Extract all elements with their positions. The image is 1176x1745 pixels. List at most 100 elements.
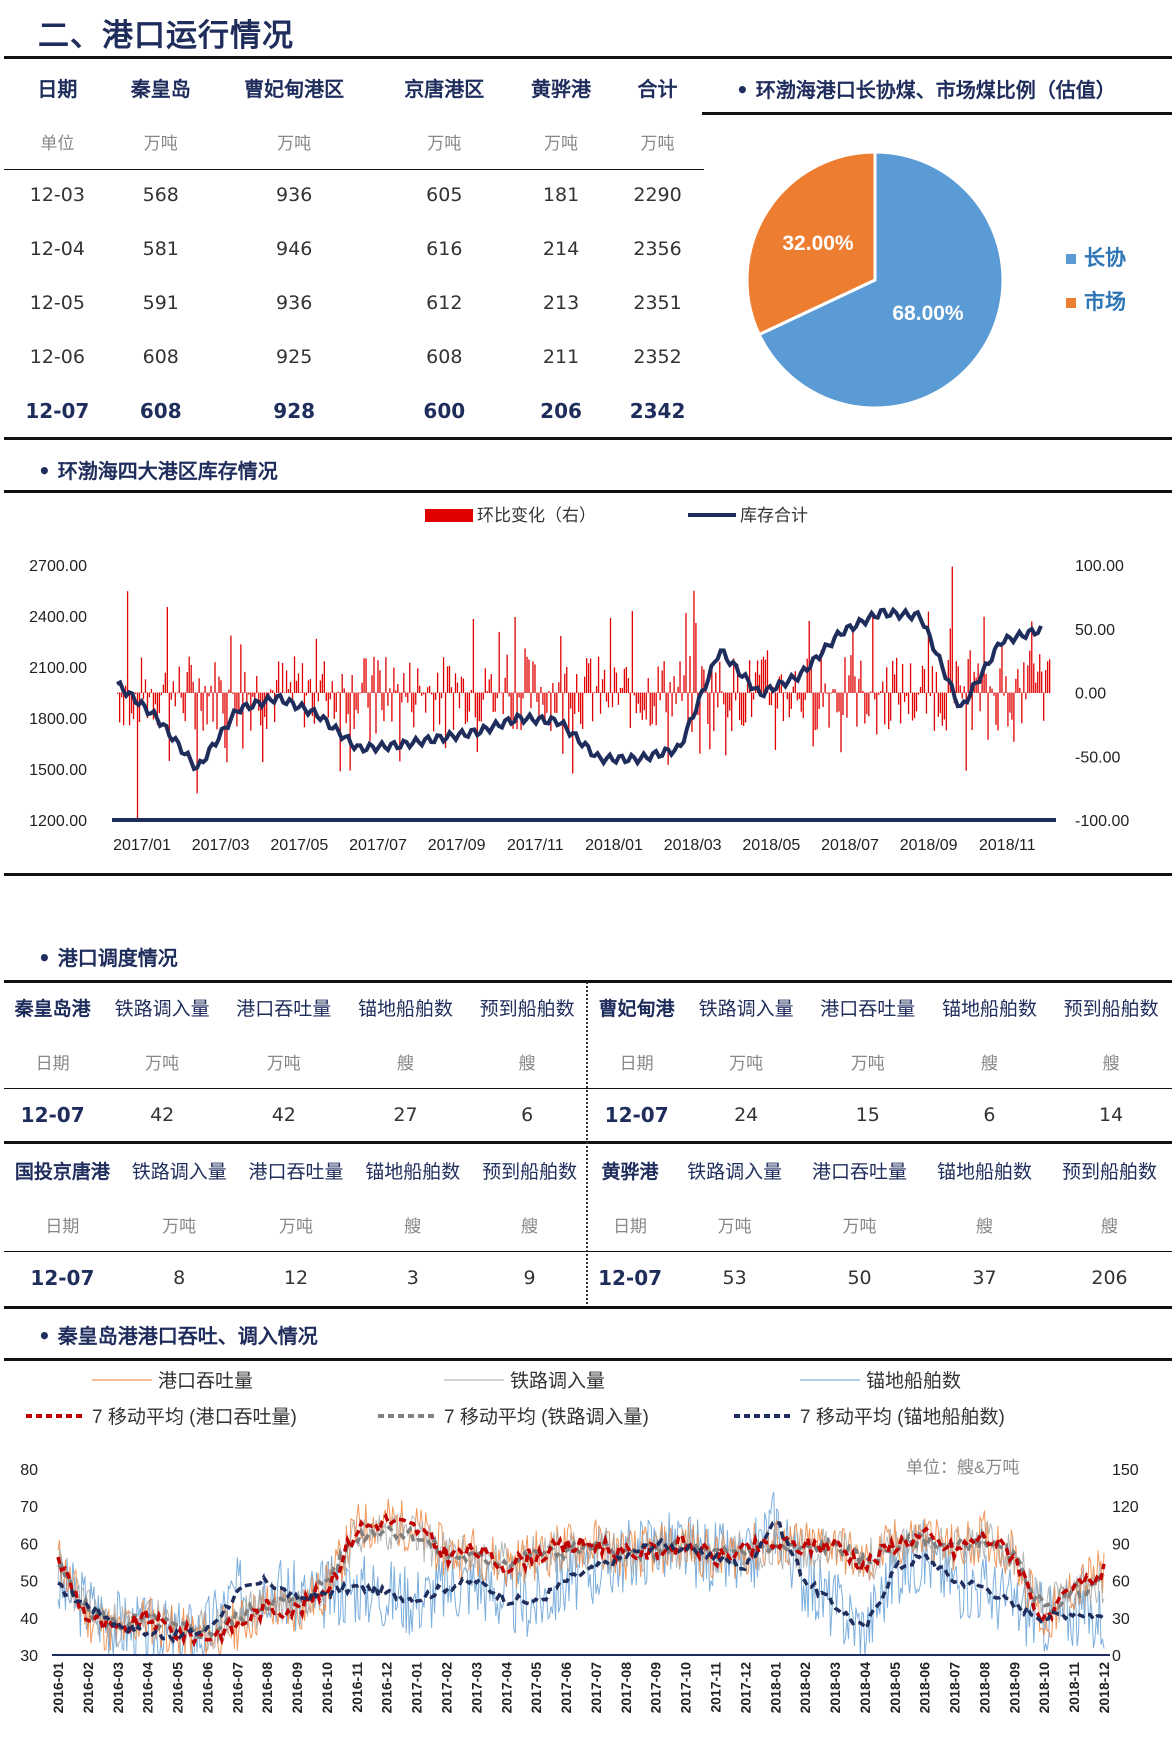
change-bar: [915, 692, 918, 712]
pie-title: • 环渤海港口长协煤、市场煤比例（估值）: [736, 78, 1116, 102]
change-bar: [289, 682, 292, 693]
change-bar: [582, 692, 584, 730]
change-bar: [802, 692, 804, 719]
x-tick: 2017-05: [528, 1662, 544, 1714]
table-cell: 605: [426, 184, 463, 206]
x-tick: 2017/07: [349, 837, 407, 854]
change-bar: [188, 656, 190, 693]
change-bar: [905, 692, 908, 697]
change-bar: [375, 692, 377, 734]
x-tick: 2016-06: [199, 1662, 215, 1714]
change-bar: [657, 666, 659, 693]
change-bar: [623, 668, 626, 693]
pie-label-market: 32.00%: [782, 232, 854, 255]
unit-cell: 万吨: [145, 1053, 180, 1074]
change-bar: [317, 692, 320, 702]
change-bar: [164, 672, 166, 693]
change-bar: [528, 659, 530, 693]
change-bar: [635, 692, 637, 714]
change-bar: [353, 692, 355, 730]
change-bar: [160, 692, 163, 696]
change-bar: [240, 644, 242, 693]
table-cell: 581: [142, 238, 179, 260]
change-bar: [148, 692, 151, 698]
change-bar: [190, 664, 192, 693]
y-left-tick: 2100.00: [29, 660, 87, 677]
table-cell: 928: [273, 399, 316, 423]
col-header: 日期: [37, 76, 78, 101]
col-header: 黄骅港: [531, 76, 592, 101]
change-bar: [192, 681, 194, 693]
change-bar: [182, 692, 184, 714]
change-bar: [174, 692, 176, 707]
change-bar: [395, 690, 397, 693]
change-bar: [166, 607, 168, 693]
change-bar: [897, 692, 900, 705]
change-bar: [850, 655, 852, 693]
change-bar: [397, 684, 399, 693]
change-bar: [1019, 687, 1021, 693]
change-bar: [194, 692, 196, 730]
change-bar: [138, 692, 141, 723]
change-bar: [717, 692, 719, 708]
legend-label: 港口吞吐量: [158, 1370, 253, 1392]
value-cell: 42: [271, 1104, 296, 1126]
change-bar: [118, 692, 121, 723]
change-bar: [864, 692, 866, 724]
change-bar: [810, 667, 812, 693]
unit-cell: 万吨: [842, 1216, 877, 1237]
change-bar: [762, 656, 765, 693]
x-tick: 2017-08: [618, 1662, 634, 1714]
value-cell: 12: [283, 1267, 309, 1289]
change-bar: [816, 692, 818, 730]
col-header: 港口吞吐量: [812, 1160, 908, 1183]
title-rule: [4, 56, 1172, 59]
change-bar: [377, 660, 379, 693]
qhd-title: • 秦皇岛港港口吞吐、调入情况: [38, 1324, 318, 1348]
change-bar: [1003, 692, 1005, 696]
change-bar: [442, 657, 445, 693]
section-rule: [4, 437, 1172, 440]
change-bar: [647, 678, 649, 693]
change-bar: [307, 680, 310, 693]
value-cell: 14: [1099, 1104, 1124, 1126]
legend-label: 7 移动平均 (铁路调入量): [444, 1406, 649, 1428]
change-bar: [1047, 661, 1049, 693]
change-bar: [935, 671, 938, 693]
y-right-tick: 90: [1112, 1536, 1130, 1553]
change-bar: [786, 692, 788, 700]
change-bar: [476, 692, 478, 753]
table-cell: 206: [540, 399, 582, 423]
change-bar: [1039, 654, 1041, 693]
change-bar: [287, 689, 290, 693]
x-tick: 2018-09: [1006, 1662, 1022, 1714]
change-bar: [210, 685, 212, 693]
change-bar: [907, 692, 910, 714]
change-bar: [868, 692, 870, 717]
change-bar: [880, 691, 882, 693]
unit-cell: 万吨: [729, 1053, 764, 1074]
change-bar: [605, 692, 608, 702]
table-cell: 608: [426, 346, 463, 368]
change-bar: [576, 674, 578, 693]
change-bar: [158, 692, 161, 713]
change-bar: [411, 692, 413, 713]
x-tick: 2017/01: [113, 837, 171, 854]
change-bar: [250, 692, 252, 731]
change-bar: [750, 692, 753, 718]
change-bar: [196, 692, 198, 794]
table-cell: 12-06: [29, 346, 85, 368]
change-bar: [214, 662, 216, 693]
change-bar: [661, 670, 663, 693]
change-bar: [756, 660, 759, 693]
change-bar: [329, 692, 331, 700]
table-row: 12-03 568 936 605 181 2290: [4, 168, 704, 222]
change-bar: [1045, 670, 1047, 693]
change-bar: [707, 692, 709, 724]
change-bar: [363, 658, 365, 693]
change-bar: [892, 660, 894, 693]
change-bar: [367, 692, 369, 708]
change-bar: [122, 692, 125, 726]
unit-cell: 万吨: [640, 133, 675, 154]
change-bar: [343, 688, 345, 693]
